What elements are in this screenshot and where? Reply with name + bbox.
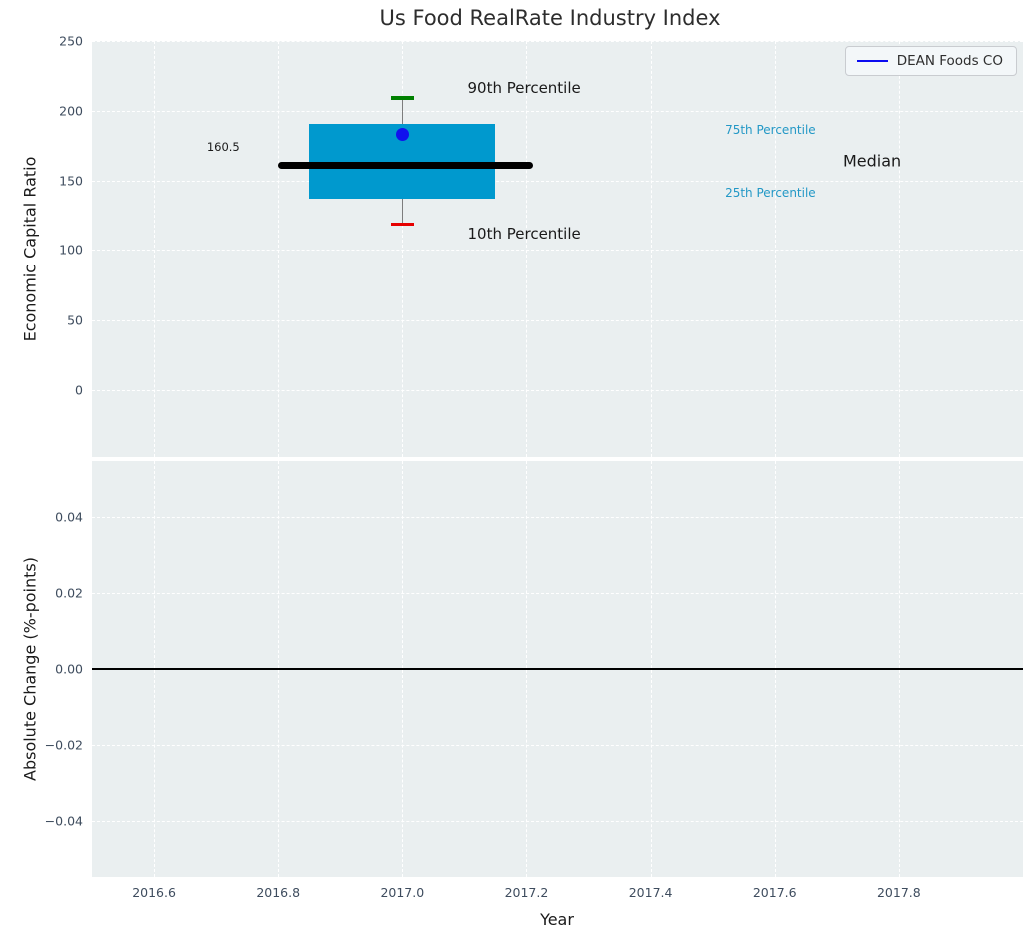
x-tick-label: 2016.6	[132, 885, 176, 900]
gridline-vertical	[898, 41, 900, 457]
zero-change-line	[92, 668, 1023, 670]
annotation-25th-percentile: 25th Percentile	[725, 186, 816, 201]
y-tick-label: 150	[59, 173, 83, 189]
gridline-vertical	[526, 41, 528, 457]
gridline-horizontal	[92, 320, 1023, 322]
legend-line-swatch	[856, 60, 888, 62]
y-tick-label: 250	[59, 33, 83, 49]
gridline-vertical	[402, 41, 404, 457]
y-tick-label: −0.04	[44, 813, 83, 829]
legend: DEAN Foods CO	[844, 46, 1017, 76]
y-tick-label: 0.04	[55, 509, 83, 525]
gridline-horizontal	[92, 745, 1023, 747]
legend-label: DEAN Foods CO	[896, 53, 1003, 69]
x-tick-label: 2017.4	[628, 885, 673, 900]
y-tick-label: 0.00	[55, 661, 83, 677]
annotation-75th-percentile: 75th Percentile	[725, 123, 816, 138]
company-point-marker	[395, 128, 409, 142]
gridline-horizontal	[92, 180, 1023, 182]
bottom-axes-absolute-change	[92, 461, 1023, 877]
gridline-vertical	[774, 41, 776, 457]
x-tick-label: 2017.8	[876, 885, 921, 900]
chart-title: Us Food RealRate Industry Index	[379, 6, 721, 30]
x-tick-label: 2017.6	[752, 885, 797, 900]
p90-cap	[391, 96, 414, 100]
y-tick-label: 0.02	[55, 585, 83, 601]
annotation-160.5: 160.5	[206, 140, 240, 155]
top-y-axis-label: Economic Capital Ratio	[20, 156, 40, 342]
gridline-horizontal	[92, 821, 1023, 823]
y-tick-label: 200	[59, 103, 83, 119]
annotation-10th-percentile: 10th Percentile	[467, 224, 581, 243]
gridline-horizontal	[92, 110, 1023, 112]
x-tick-label: 2016.8	[256, 885, 301, 900]
x-tick-label: 2017.0	[380, 885, 425, 900]
y-tick-label: 100	[59, 242, 83, 258]
gridline-vertical	[650, 41, 652, 457]
x-tick-label: 2017.2	[504, 885, 549, 900]
median-line	[278, 162, 533, 170]
y-tick-label: 0	[75, 382, 83, 398]
annotation-90th-percentile: 90th Percentile	[467, 79, 581, 98]
gridline-horizontal	[92, 250, 1023, 252]
gridline-horizontal	[92, 516, 1023, 518]
annotation-median: Median	[843, 151, 902, 171]
bottom-y-axis-label: Absolute Change (%-points)	[20, 557, 40, 781]
gridline-horizontal	[92, 41, 1023, 42]
top-axes-economic-capital-ratio: DEAN Foods CO 90th Percentile 10th Percen…	[92, 41, 1023, 457]
p10-cap	[391, 222, 414, 227]
gridline-vertical	[154, 41, 156, 457]
y-tick-label: −0.02	[44, 737, 83, 753]
gridline-vertical	[278, 41, 280, 457]
x-axis-label: Year	[540, 910, 574, 929]
y-tick-label: 50	[67, 312, 83, 328]
gridline-horizontal	[92, 592, 1023, 594]
gridline-horizontal	[92, 389, 1023, 391]
